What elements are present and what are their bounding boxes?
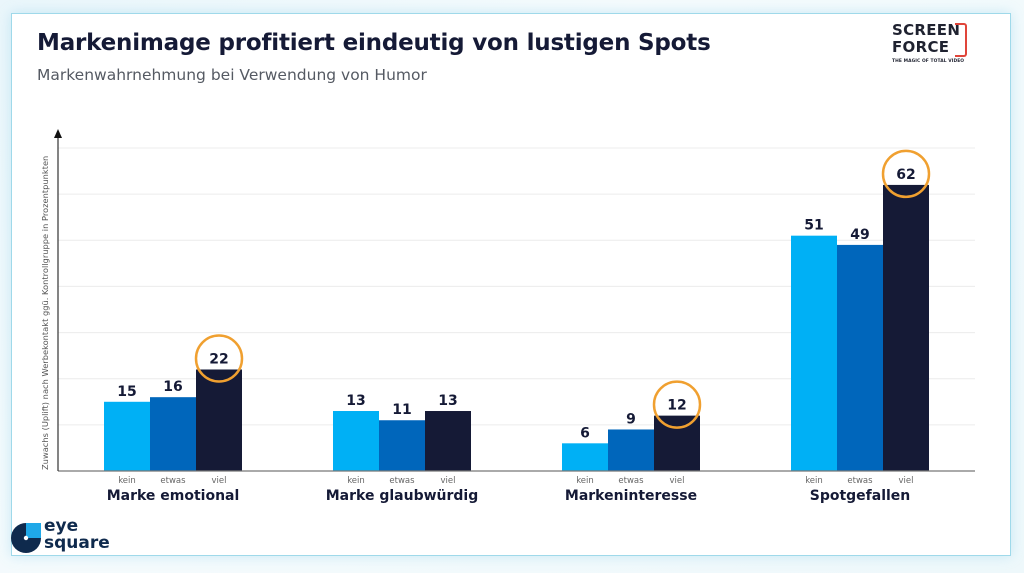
category-label: Marke emotional [107,488,240,504]
bar-etwas [150,397,196,471]
bar-kein [791,235,837,471]
data-label: 49 [850,227,869,243]
chart-subtitle: Markenwahrnehmung bei Verwendung von Hum… [37,66,427,84]
bar-kein [104,401,150,471]
data-label: 51 [804,218,823,234]
bar-kein [562,443,608,471]
bar-etwas [837,244,883,471]
highlight-circle [194,334,244,383]
subcategory-label: kein [805,476,823,486]
subcategory-label: kein [347,476,365,486]
highlight-circle [881,149,931,199]
screenforce-logo-line1: SCREEN [892,21,961,39]
bar-kein [333,411,379,471]
bar-etwas [379,420,425,471]
bar-viel [425,411,471,471]
subcategory-label: etwas [160,476,186,486]
eyesquare-logo-line2: square [44,533,110,553]
data-label: 6 [580,425,590,441]
category-label: Markeninteresse [565,488,697,504]
data-label: 12 [667,398,686,414]
data-label: 11 [392,402,411,418]
bar-viel [883,184,929,471]
data-label: 22 [209,351,228,367]
subcategory-label: viel [899,476,914,486]
data-label: 16 [163,379,182,395]
subcategory-label: kein [576,476,594,486]
screenforce-tagline: THE MAGIC OF TOTAL VIDEO [892,59,965,64]
screenforce-logo: SCREEN FORCE THE MAGIC OF TOTAL VIDEO [892,22,972,82]
screenforce-bracket-icon [955,23,967,57]
bar-etwas [608,429,654,471]
data-label: 15 [117,384,136,400]
subcategory-label: etwas [389,476,415,486]
bar-viel [654,415,700,471]
eyesquare-logo-line1: eye [44,516,79,536]
category-label: Spotgefallen [810,488,911,504]
subcategory-label: viel [441,476,456,486]
eyesquare-eye-icon [11,523,41,553]
bar-viel [196,369,242,471]
screenforce-logo-line2: FORCE [892,38,950,56]
data-label: 13 [346,393,365,409]
y-axis-arrow-icon [54,129,62,138]
category-label: Marke glaubwürdig [326,488,479,504]
subcategory-label: etwas [618,476,644,486]
chart-title: Markenimage profitiert eindeutig von lus… [37,30,711,56]
data-label: 9 [626,411,636,427]
subcategory-label: kein [118,476,136,486]
data-label: 13 [438,393,457,409]
eyesquare-logo: eye square [10,516,120,560]
highlight-circle [652,380,702,429]
subcategory-label: viel [212,476,227,486]
data-label: 62 [896,167,915,183]
subcategory-label: etwas [847,476,873,486]
subcategory-label: viel [670,476,685,486]
